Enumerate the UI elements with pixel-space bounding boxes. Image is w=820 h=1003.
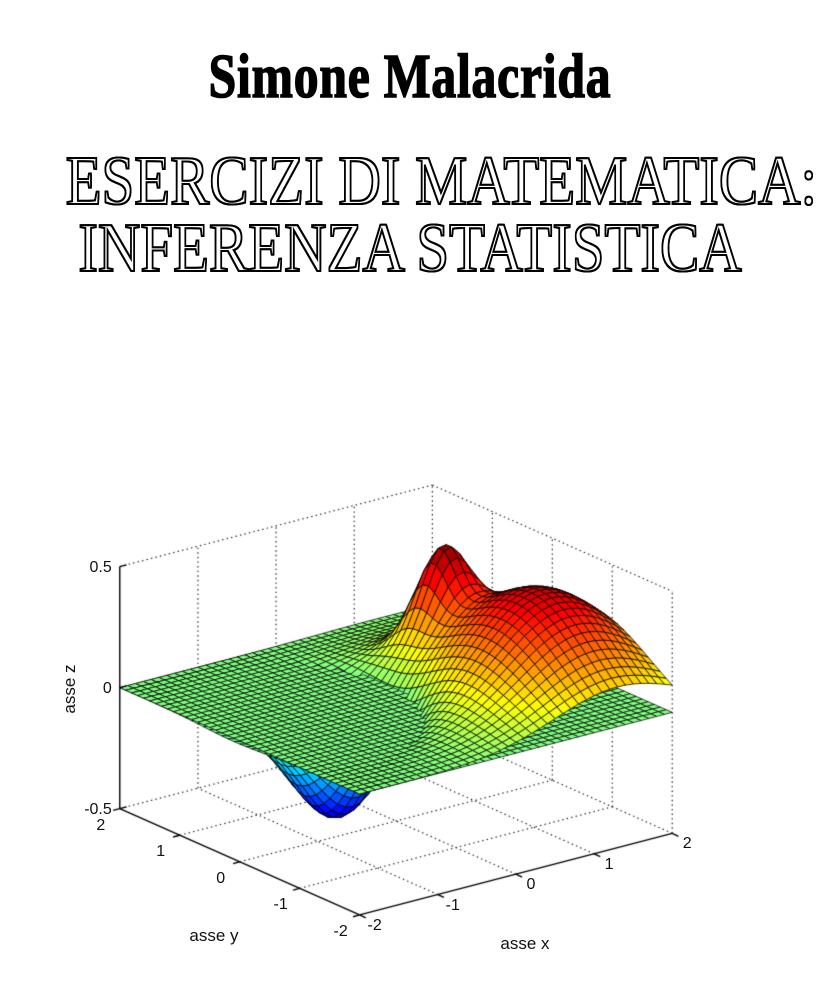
x-tick-label: 2: [682, 835, 692, 853]
book-title: ESERCIZI DI MATEMATICA: INFERENZA STATIS…: [65, 143, 818, 287]
y-tick-label: 1: [156, 843, 166, 861]
x-axis-label: asse x: [500, 934, 550, 953]
author-name: Simone Malacrida: [208, 42, 612, 112]
y-tick-label: -2: [333, 922, 348, 940]
z-axis-label: asse z: [60, 664, 79, 714]
x-tick-label: 0: [526, 876, 536, 894]
y-tick-label: 2: [96, 816, 106, 834]
z-tick-label: 0.5: [89, 558, 112, 576]
title-line-1: ESERCIZI DI MATEMATICA:: [65, 143, 818, 220]
x-tick-label: -1: [445, 896, 460, 914]
y-tick-label: -1: [273, 896, 288, 914]
x-tick-label: -2: [367, 916, 382, 934]
z-tick-label: 0: [102, 679, 112, 697]
x-tick-label: 1: [604, 855, 614, 873]
y-axis-label: asse y: [189, 926, 239, 945]
title-line-2: INFERENZA STATISTICA: [77, 210, 742, 287]
y-tick-label: 0: [216, 869, 226, 887]
surface-plot-canvas: [0, 460, 820, 1003]
z-tick-label: -0.5: [84, 800, 112, 818]
